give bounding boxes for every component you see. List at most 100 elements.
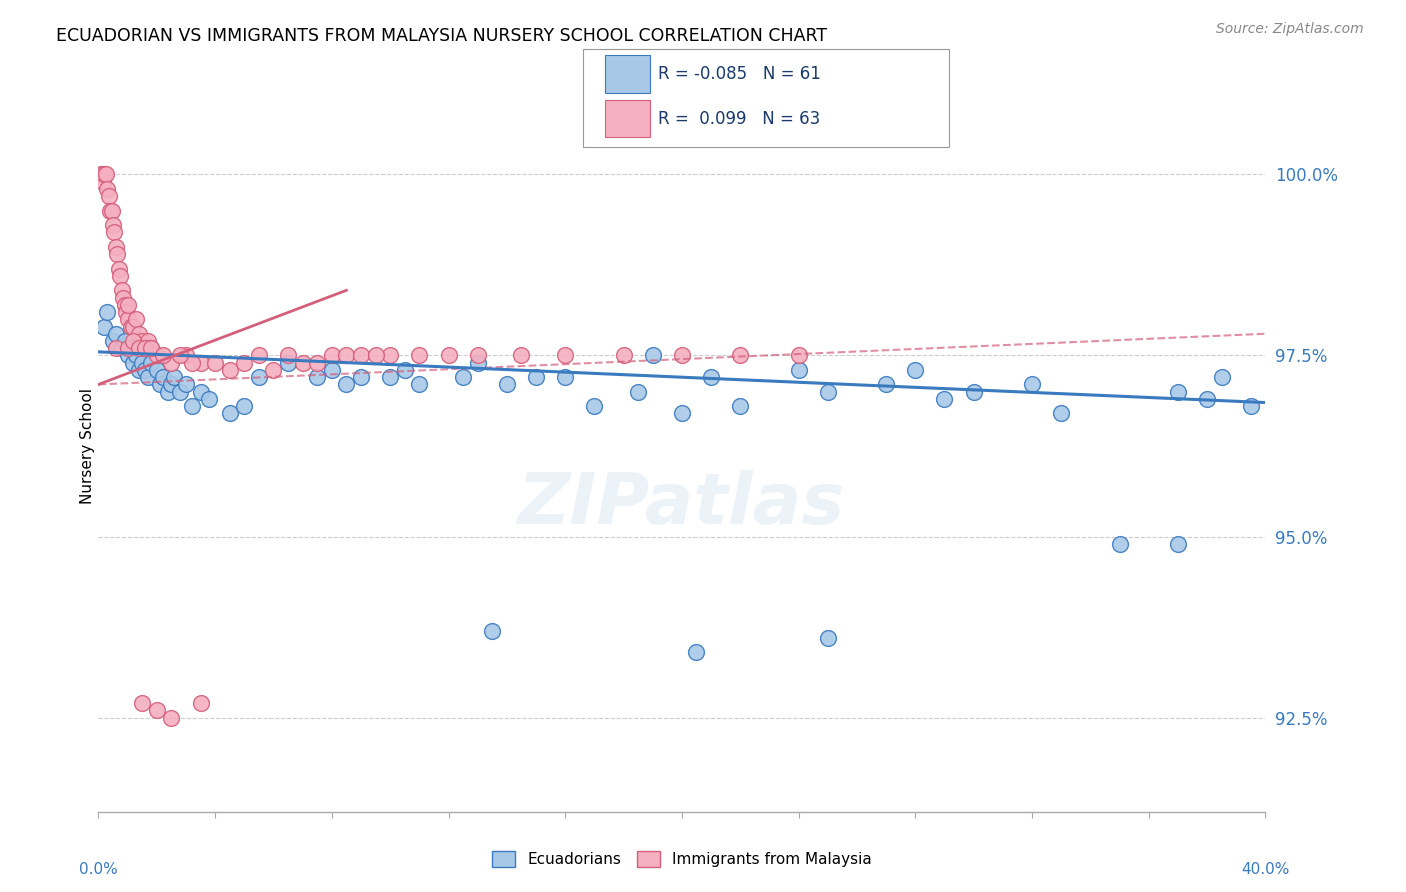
Point — [139, 356, 162, 370]
Point — [263, 363, 285, 377]
Point — [117, 341, 139, 355]
Point — [98, 203, 121, 218]
Point — [128, 363, 150, 377]
Point — [380, 349, 402, 363]
Point — [117, 312, 139, 326]
Text: R = -0.085   N = 61: R = -0.085 N = 61 — [658, 65, 821, 83]
Point — [131, 696, 153, 710]
Point — [128, 326, 150, 341]
Point — [108, 261, 131, 276]
Text: ZIPatlas: ZIPatlas — [519, 470, 845, 539]
Point — [685, 645, 707, 659]
Point — [524, 833, 547, 847]
Point — [146, 349, 169, 363]
Point — [136, 334, 159, 348]
Point — [730, 349, 752, 363]
Point — [1108, 537, 1130, 551]
Point — [364, 349, 387, 363]
Point — [198, 392, 221, 406]
Point — [125, 349, 148, 363]
Text: ECUADORIAN VS IMMIGRANTS FROM MALAYSIA NURSERY SCHOOL CORRELATION CHART: ECUADORIAN VS IMMIGRANTS FROM MALAYSIA N… — [56, 27, 827, 45]
Point — [233, 399, 256, 413]
Point — [101, 218, 124, 232]
Point — [117, 349, 139, 363]
Point — [157, 384, 180, 399]
Point — [105, 247, 128, 261]
Point — [307, 370, 329, 384]
Point — [97, 189, 120, 203]
Point — [700, 370, 723, 384]
Point — [146, 703, 169, 717]
Point — [134, 341, 156, 355]
Point — [817, 631, 839, 645]
Point — [451, 370, 474, 384]
Point — [583, 399, 606, 413]
Point — [817, 384, 839, 399]
Point — [335, 349, 357, 363]
Point — [335, 377, 357, 392]
Point — [481, 624, 503, 638]
Point — [96, 305, 118, 319]
Point — [787, 349, 810, 363]
Point — [204, 356, 226, 370]
Point — [408, 349, 430, 363]
Point — [146, 363, 169, 377]
Point — [174, 377, 197, 392]
Point — [671, 406, 693, 420]
Point — [277, 356, 299, 370]
Point — [100, 203, 122, 218]
Point — [114, 298, 136, 312]
Point — [90, 168, 112, 182]
Point — [103, 225, 125, 239]
Point — [1211, 370, 1233, 384]
Point — [350, 349, 373, 363]
Point — [233, 356, 256, 370]
Point — [496, 377, 519, 392]
Point — [437, 349, 460, 363]
Point — [117, 298, 139, 312]
Point — [554, 370, 576, 384]
Point — [218, 406, 240, 420]
Point — [1050, 406, 1073, 420]
Point — [96, 182, 118, 196]
Point — [627, 384, 650, 399]
Point — [139, 341, 162, 355]
Point — [934, 392, 956, 406]
Point — [277, 349, 299, 363]
Point — [1240, 399, 1263, 413]
Point — [190, 356, 212, 370]
Point — [94, 168, 117, 182]
Point — [1167, 384, 1189, 399]
Text: 0.0%: 0.0% — [79, 863, 118, 877]
Point — [467, 349, 489, 363]
Point — [112, 291, 135, 305]
Point — [467, 356, 489, 370]
Y-axis label: Nursery School: Nursery School — [80, 388, 94, 504]
Point — [904, 363, 927, 377]
Point — [93, 319, 115, 334]
Point — [875, 377, 897, 392]
Point — [134, 341, 156, 355]
Point — [93, 168, 115, 182]
Point — [787, 363, 810, 377]
Point — [174, 349, 197, 363]
Point — [131, 356, 153, 370]
Point — [152, 370, 174, 384]
Point — [134, 363, 156, 377]
Point — [350, 370, 373, 384]
Point — [120, 341, 142, 355]
Point — [380, 370, 402, 384]
Point — [122, 356, 145, 370]
Point — [122, 319, 145, 334]
Text: Source: ZipAtlas.com: Source: ZipAtlas.com — [1216, 22, 1364, 37]
Point — [104, 341, 127, 355]
Point — [307, 356, 329, 370]
Point — [128, 341, 150, 355]
Point — [321, 363, 343, 377]
Point — [291, 356, 314, 370]
Point — [101, 334, 124, 348]
Point — [91, 175, 114, 189]
Point — [1197, 392, 1219, 406]
Point — [169, 349, 191, 363]
Point — [104, 326, 127, 341]
